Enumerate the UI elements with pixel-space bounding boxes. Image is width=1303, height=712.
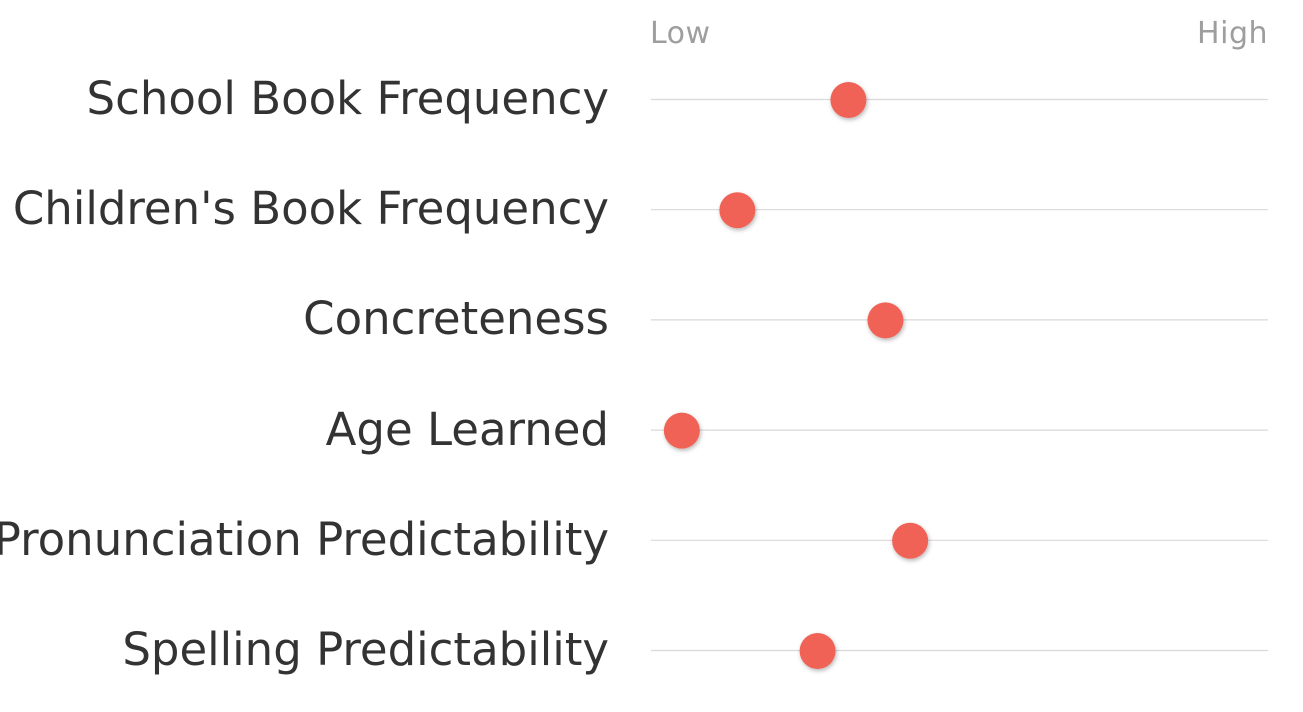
value-dot bbox=[892, 522, 929, 559]
row-label: Pronunciation Predictability bbox=[0, 512, 609, 566]
row-label: Children's Book Frequency bbox=[12, 182, 609, 236]
value-dot bbox=[830, 82, 867, 118]
row-label: School Book Frequency bbox=[86, 72, 609, 125]
axis-high-label: High bbox=[1197, 16, 1268, 51]
row-label: Age Learned bbox=[325, 402, 609, 456]
value-dot bbox=[719, 192, 756, 229]
value-dot bbox=[663, 412, 700, 449]
axis-low-label: Low bbox=[650, 16, 711, 51]
row-label: Concreteness bbox=[303, 292, 609, 346]
row-label: Spelling Predictability bbox=[122, 623, 609, 676]
value-dot bbox=[867, 302, 904, 339]
value-dot bbox=[799, 633, 836, 669]
